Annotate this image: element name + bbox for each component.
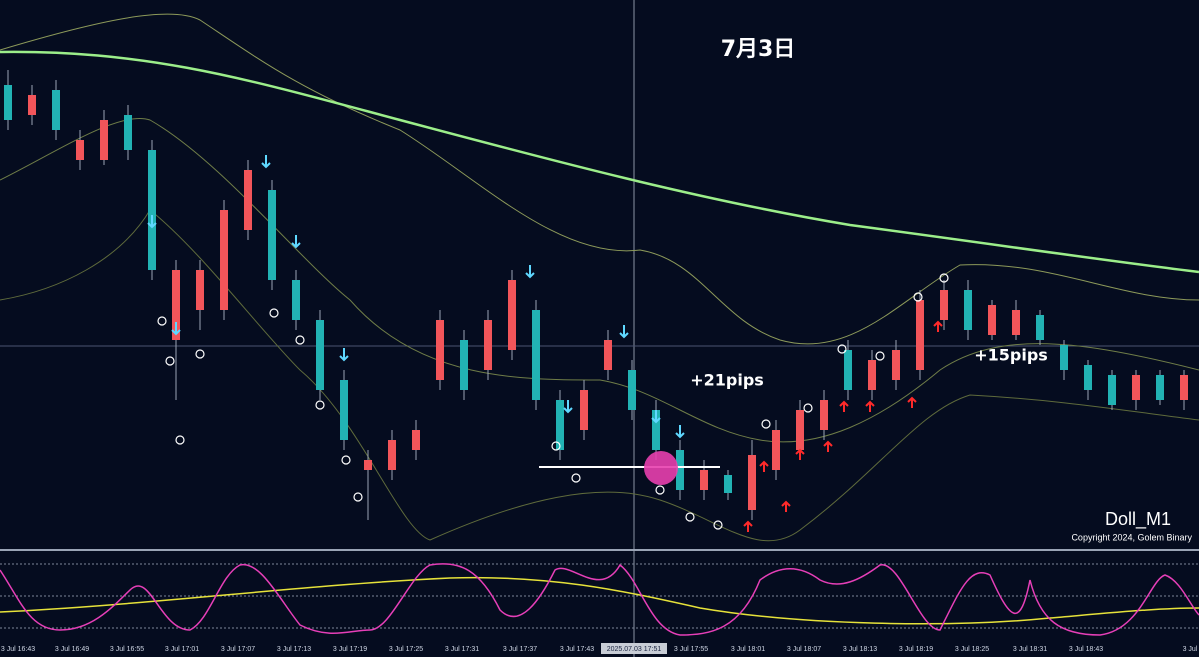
time-label: 3 Jul 18:43 — [1069, 646, 1103, 653]
pips-annotation: +15pips — [974, 346, 1048, 365]
time-label: 3 Jul — [1183, 646, 1198, 653]
time-label: 3 Jul 18:07 — [787, 646, 821, 653]
signal-circles — [157, 273, 949, 530]
entry-marker — [644, 451, 678, 485]
bearish-candles — [4, 85, 1164, 493]
time-label: 3 Jul 18:13 — [843, 646, 877, 653]
date-label: 7月3日 — [721, 37, 796, 62]
oscillator-signal — [0, 576, 1199, 625]
time-label: 3 Jul 16:49 — [55, 646, 89, 653]
time-label: 3 Jul 17:07 — [221, 646, 255, 653]
time-label: 2025.07.03 17:51 — [607, 646, 662, 653]
time-label: 3 Jul 17:19 — [333, 646, 367, 653]
time-label: 3 Jul 18:31 — [1013, 646, 1047, 653]
time-label: 3 Jul 18:25 — [955, 646, 989, 653]
copyright: Copyright 2024, Golem Binary — [1071, 532, 1192, 542]
time-label: 3 Jul 18:01 — [731, 646, 765, 653]
time-label: 3 Jul 17:55 — [674, 646, 708, 653]
time-label: 3 Jul 17:01 — [165, 646, 199, 653]
time-label: 3 Jul 16:43 — [1, 646, 35, 653]
buy-arrows — [743, 320, 943, 532]
band-lower — [0, 209, 1199, 542]
time-cursor-box — [601, 643, 667, 654]
pips-annotation: +21pips — [690, 371, 764, 390]
time-label: 3 Jul 17:13 — [277, 646, 311, 653]
bullish-candles — [28, 95, 1188, 510]
band-middle — [0, 118, 1199, 443]
time-label: 3 Jul 17:31 — [445, 646, 479, 653]
moving-average — [0, 50, 1199, 274]
band-upper — [0, 13, 1199, 345]
time-label: 3 Jul 16:55 — [110, 646, 144, 653]
time-axis: 3 Jul 16:43 3 Jul 16:49 3 Jul 16:55 3 Jul 1… — [1, 646, 1198, 653]
time-label: 3 Jul 17:37 — [503, 646, 537, 653]
sell-arrows — [147, 155, 685, 439]
time-label: 3 Jul 18:19 — [899, 646, 933, 653]
time-label: 3 Jul 17:43 — [560, 646, 594, 653]
time-label: 3 Jul 17:25 — [389, 646, 423, 653]
chart-name: Doll_M1 — [1105, 509, 1171, 530]
oscillator-line — [0, 563, 1199, 636]
